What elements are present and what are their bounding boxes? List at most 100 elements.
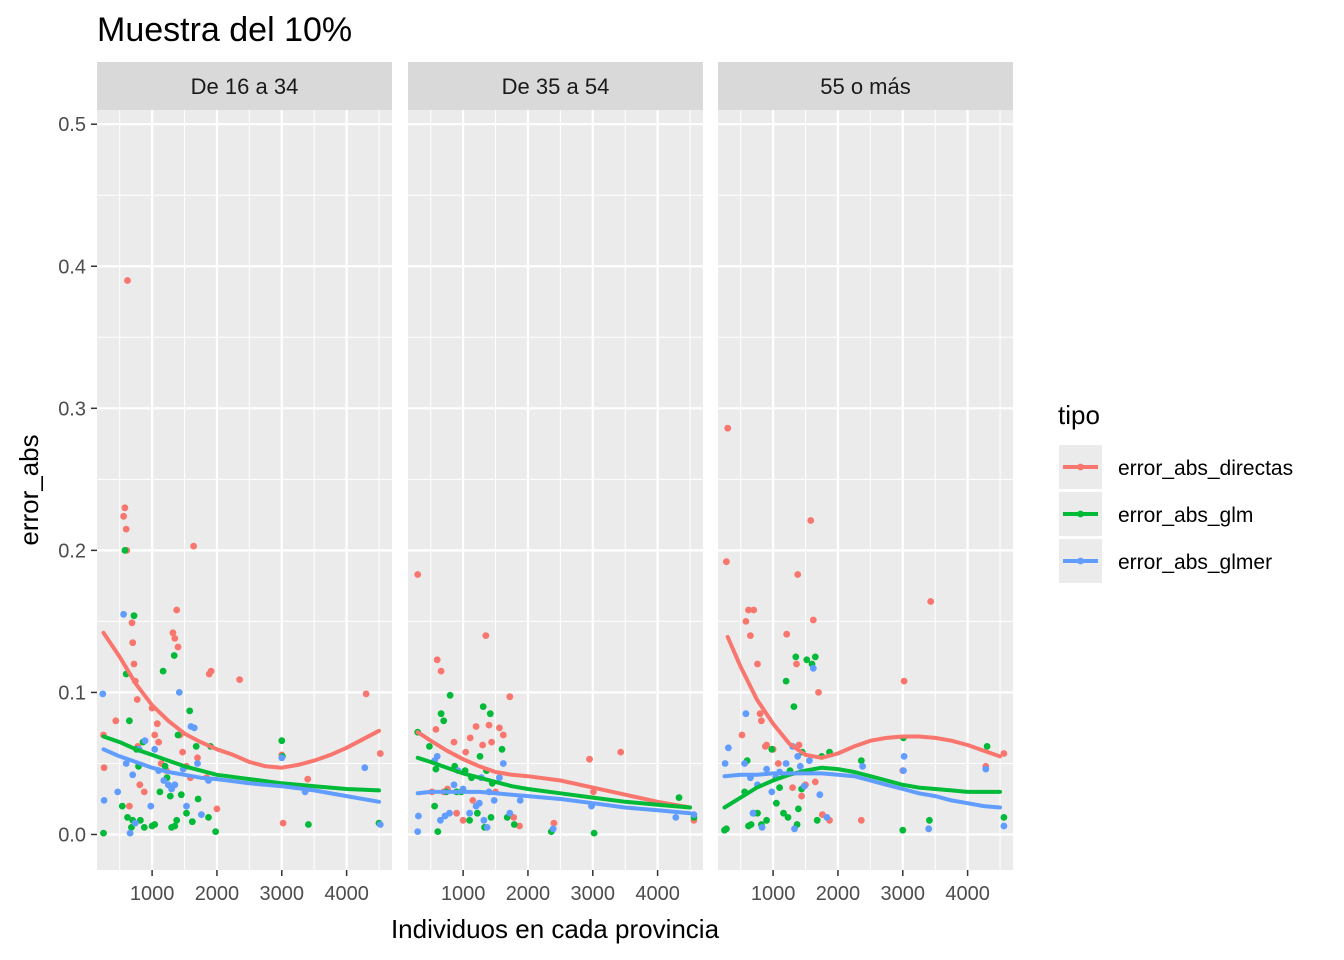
point-error_abs_directas [472, 723, 480, 730]
legend-key-point [1077, 557, 1084, 565]
point-error_abs_directas [140, 788, 148, 796]
point-error_abs_directas [783, 630, 791, 638]
point-error_abs_directas [590, 788, 597, 796]
point-error_abs_glmer [483, 824, 491, 831]
point-error_abs_directas [236, 676, 244, 683]
point-error_abs_directas [482, 632, 490, 639]
facet-strip [408, 62, 703, 110]
panel-background [718, 110, 1013, 870]
facet-panel-3: 55 o más 1000 2000 3000 4000 [718, 62, 1013, 905]
point-error_abs_glm [194, 795, 202, 803]
point-error_abs_directas [122, 525, 130, 533]
x-tick-label: 3000 [260, 883, 305, 905]
y-tick-label: 0.4 [58, 256, 86, 278]
point-error_abs_glmer [190, 724, 198, 732]
point-error_abs_glm [486, 710, 494, 718]
point-error_abs_glm [177, 791, 185, 799]
point-error_abs_glmer [725, 744, 732, 752]
point-error_abs_glmer [925, 825, 933, 833]
point-error_abs_glm [124, 814, 131, 821]
point-error_abs_directas [128, 619, 136, 627]
panel-background [97, 110, 392, 870]
point-error_abs_directas [798, 792, 805, 800]
point-error_abs_glm [121, 547, 129, 554]
point-error_abs_glmer [126, 829, 134, 837]
chart-title: Muestra del 10% [97, 11, 352, 49]
point-error_abs_directas [550, 819, 558, 827]
point-error_abs_glmer [278, 754, 286, 762]
point-error_abs_directas [124, 277, 131, 284]
point-error_abs_glm [173, 816, 181, 824]
point-error_abs_directas [362, 690, 370, 698]
point-error_abs_glmer [160, 777, 168, 784]
point-error_abs_glmer [376, 821, 384, 828]
point-error_abs_glm [1000, 814, 1008, 821]
point-error_abs_directas [774, 760, 782, 767]
point-error_abs_directas [179, 748, 187, 756]
facet-panels: De 16 a 34 1000 2000 3000 4000 De 35 a 54 1000… [97, 62, 1013, 905]
point-error_abs_directas [795, 741, 803, 749]
point-error_abs_glm [130, 612, 138, 620]
point-error_abs_directas [376, 750, 384, 757]
point-error_abs_glmer [672, 814, 680, 821]
point-error_abs_glm [156, 788, 164, 796]
point-error_abs_glmer [749, 809, 757, 817]
facet-strip-label: De 35 a 54 [502, 74, 610, 99]
point-error_abs_glm [170, 652, 178, 659]
point-error_abs_glm [166, 792, 174, 800]
y-axis-title: error_abs [14, 434, 44, 545]
point-error_abs_glm [151, 821, 159, 828]
point-error_abs_glmer [823, 814, 831, 821]
point-error_abs_glm [773, 799, 780, 807]
x-axis-title: Individuos en cada provincia [391, 914, 720, 944]
point-error_abs_glm [278, 737, 286, 745]
point-error_abs_directas [453, 809, 460, 817]
legend: tipo error_abs_directas error_abs_glmerro… [1058, 400, 1293, 583]
point-error_abs_directas [174, 643, 182, 651]
point-error_abs_glmer [475, 799, 483, 807]
point-error_abs_glmer [437, 816, 444, 824]
x-tick-label: 2000 [816, 883, 861, 905]
point-error_abs_glm [426, 743, 433, 750]
point-error_abs_directas [194, 754, 201, 762]
point-error_abs_directas [129, 639, 137, 647]
point-error_abs_glm [171, 822, 179, 830]
point-error_abs_directas [857, 816, 865, 824]
point-error_abs_directas [279, 819, 287, 827]
point-error_abs_glmer [466, 809, 473, 817]
point-error_abs_directas [155, 738, 163, 746]
legend-item-error_abs_glm: error_abs_glm [1059, 492, 1253, 536]
point-error_abs_glmer [122, 760, 130, 767]
point-error_abs_glm [100, 829, 107, 837]
point-error_abs_directas [516, 822, 523, 830]
point-error_abs_glm [899, 826, 907, 834]
point-error_abs_glmer [496, 774, 503, 782]
point-error_abs_glmer [131, 819, 139, 827]
point-error_abs_glmer [763, 765, 770, 773]
facet-strip-label: De 16 a 34 [191, 74, 299, 99]
point-error_abs_glmer [141, 737, 149, 745]
point-error_abs_glmer [99, 690, 107, 698]
point-error_abs_directas [120, 512, 127, 520]
point-error_abs_glm [780, 809, 787, 817]
point-error_abs_directas [758, 717, 765, 725]
point-error_abs_directas [190, 542, 198, 550]
point-error_abs_glm [205, 814, 212, 821]
point-error_abs_directas [747, 632, 754, 639]
point-error_abs_directas [506, 693, 514, 701]
point-error_abs_glm [795, 805, 802, 813]
point-error_abs_glm [192, 743, 200, 750]
point-error_abs_directas [738, 731, 746, 739]
point-error_abs_glm [675, 794, 683, 801]
point-error_abs_glmer [794, 753, 802, 760]
point-error_abs_glmer [433, 753, 441, 760]
point-error_abs_glmer [768, 788, 776, 796]
point-error_abs_glmer [114, 788, 122, 796]
point-error_abs_glm [747, 821, 755, 828]
point-error_abs_glmer [480, 816, 488, 824]
point-error_abs_glmer [446, 809, 453, 817]
smooth-line-error_abs_glm [101, 734, 381, 793]
smooth-line-error_abs_glmer [415, 789, 692, 816]
point-error_abs_glm [186, 707, 194, 715]
point-error_abs_glm [125, 717, 133, 725]
